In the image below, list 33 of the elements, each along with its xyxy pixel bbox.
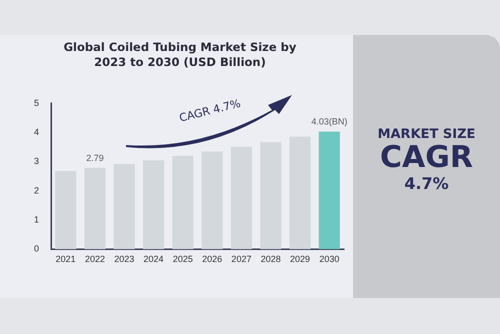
x-tick-label: 2029: [290, 254, 310, 264]
bar: [318, 132, 340, 250]
bar: [230, 146, 252, 250]
x-tick-label: 2022: [84, 254, 105, 264]
y-tick-label: 1: [34, 214, 40, 225]
x-tick-label: 2028: [260, 254, 281, 264]
y-tick-label: 4: [34, 127, 40, 138]
x-tick-label: 2024: [144, 254, 164, 264]
chart-title: Global Coiled Tubing Market Size by 2023 to 2030 (USD Billion): [62, 40, 298, 70]
y-tick-label: 2: [34, 185, 40, 196]
x-tick-label: 2021: [56, 254, 76, 264]
x-tick-label: 2030: [319, 254, 340, 264]
x-tick-label: 2026: [202, 254, 222, 264]
x-tick-label: 2027: [231, 254, 252, 264]
text: CAGR: [379, 140, 474, 175]
bar: [202, 152, 223, 250]
bar: [290, 136, 311, 250]
bar: [260, 142, 282, 250]
x-tick-label: 2025: [172, 254, 193, 264]
text: MARKET SIZE: [376, 127, 476, 142]
text: 4.7%: [403, 174, 450, 194]
y-tick-label: 5: [34, 98, 40, 108]
annotation: CAGR 4.7%: [178, 96, 242, 125]
bar: [84, 168, 106, 250]
data-label: 4.03(BN): [311, 116, 348, 127]
bar: [55, 171, 76, 250]
x-tick-label: 2023: [114, 254, 134, 264]
y-tick-label: 0: [34, 244, 40, 254]
bar: [172, 156, 194, 250]
data-label: 2.79: [86, 152, 104, 163]
bar: [114, 164, 135, 250]
y-tick-label: 3: [34, 156, 40, 166]
bar: [143, 160, 164, 250]
